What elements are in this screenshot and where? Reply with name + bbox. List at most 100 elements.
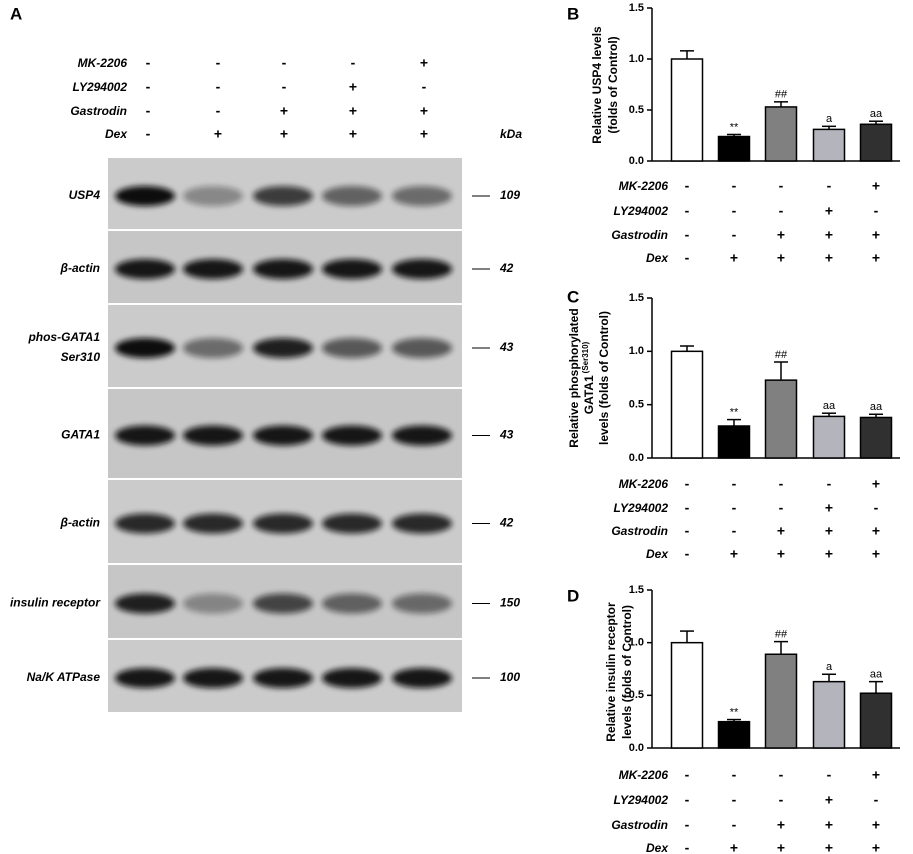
bar <box>812 128 846 162</box>
band <box>115 668 175 688</box>
band <box>253 186 313 206</box>
condition-sign: + <box>730 546 738 562</box>
y-axis-label: (folds of Control) <box>606 36 620 133</box>
condition-sign: - <box>685 178 690 194</box>
condition-label: Gastrodin <box>611 818 668 832</box>
condition-sign: + <box>872 546 880 562</box>
condition-sign: - <box>779 792 784 808</box>
condition-sign: - <box>146 126 151 142</box>
condition-sign: - <box>779 500 784 516</box>
condition-sign: - <box>732 178 737 194</box>
condition-label: Dex <box>105 127 128 141</box>
condition-sign: - <box>216 55 221 71</box>
y-axis-label-line: levels (folds of Control) <box>597 311 611 445</box>
y-tick-label: 0.5 <box>629 689 644 701</box>
significance-label: ## <box>775 349 788 361</box>
condition-sign: - <box>874 203 879 219</box>
band <box>322 338 382 358</box>
y-axis-label-line: GATA1 <box>582 375 596 414</box>
condition-sign: - <box>732 817 737 833</box>
significance-label: aa <box>870 108 883 120</box>
band <box>253 593 313 614</box>
bar <box>812 415 846 459</box>
y-tick-label: 0.5 <box>629 399 644 411</box>
band <box>253 668 313 688</box>
condition-sign: - <box>827 767 832 783</box>
band <box>392 668 452 688</box>
y-tick-label: 0.0 <box>629 155 644 167</box>
condition-sign: + <box>872 523 880 539</box>
condition-sign: + <box>825 523 833 539</box>
condition-sign: - <box>779 178 784 194</box>
condition-sign: + <box>872 178 880 194</box>
panel-letter: A <box>10 4 22 23</box>
significance-label: a <box>826 661 833 673</box>
condition-sign: - <box>146 55 151 71</box>
condition-label: LY294002 <box>614 793 669 807</box>
significance-label: aa <box>823 400 836 412</box>
condition-sign: - <box>685 767 690 783</box>
bar <box>859 416 893 459</box>
band <box>322 425 382 446</box>
condition-sign: + <box>777 840 785 854</box>
protein-label: β-actin <box>60 516 100 530</box>
condition-sign: + <box>214 126 222 142</box>
condition-sign: - <box>732 227 737 243</box>
significance-label: a <box>826 113 833 125</box>
y-tick-label: 1.5 <box>629 292 644 304</box>
kda-value: 150 <box>500 596 520 610</box>
band <box>115 425 175 446</box>
condition-sign: - <box>779 476 784 492</box>
band <box>392 259 452 279</box>
condition-sign: + <box>825 227 833 243</box>
significance-label: ## <box>775 629 788 641</box>
band <box>253 338 313 358</box>
condition-sign: - <box>422 79 427 95</box>
condition-sign: - <box>732 767 737 783</box>
condition-sign: + <box>777 546 785 562</box>
condition-sign: - <box>779 203 784 219</box>
band <box>115 259 175 279</box>
condition-label: LY294002 <box>73 80 128 94</box>
condition-sign: + <box>420 103 428 119</box>
condition-sign: + <box>872 817 880 833</box>
condition-label: Gastrodin <box>70 104 127 118</box>
condition-sign: - <box>874 500 879 516</box>
panel-letter: D <box>567 586 579 605</box>
condition-label: Dex <box>646 841 669 854</box>
condition-sign: + <box>730 250 738 266</box>
y-tick-label: 0.0 <box>629 452 644 464</box>
bar <box>717 135 751 162</box>
band <box>183 513 243 534</box>
y-axis-label-sup: (Ser310) <box>581 341 590 373</box>
condition-label: Dex <box>646 251 669 265</box>
condition-sign: - <box>732 500 737 516</box>
band <box>392 593 452 614</box>
protein-label: phos-GATA1 <box>27 330 100 344</box>
condition-sign: + <box>872 476 880 492</box>
y-tick-label: 1.0 <box>629 53 644 65</box>
protein-label: Ser310 <box>61 350 101 364</box>
condition-sign: + <box>872 227 880 243</box>
condition-label: LY294002 <box>614 501 669 515</box>
condition-sign: + <box>777 227 785 243</box>
condition-sign: + <box>872 250 880 266</box>
protein-label: GATA1 <box>61 428 100 442</box>
y-axis-label: GATA1 (Ser310) <box>581 341 596 414</box>
panel-letter: B <box>567 4 579 23</box>
condition-sign: + <box>872 767 880 783</box>
y-tick-label: 0.0 <box>629 742 644 754</box>
condition-sign: + <box>420 55 428 71</box>
condition-sign: + <box>825 500 833 516</box>
y-axis-label: Relative phosphorylated <box>567 308 581 447</box>
band <box>183 259 243 279</box>
band <box>322 513 382 534</box>
band <box>253 259 313 279</box>
condition-sign: + <box>730 840 738 854</box>
condition-sign: + <box>420 126 428 142</box>
condition-label: MK-2206 <box>619 768 669 782</box>
condition-label: MK-2206 <box>619 477 669 491</box>
protein-label: Na/K ATPase <box>27 670 101 684</box>
condition-label: MK-2206 <box>78 56 128 70</box>
condition-label: Gastrodin <box>611 524 668 538</box>
